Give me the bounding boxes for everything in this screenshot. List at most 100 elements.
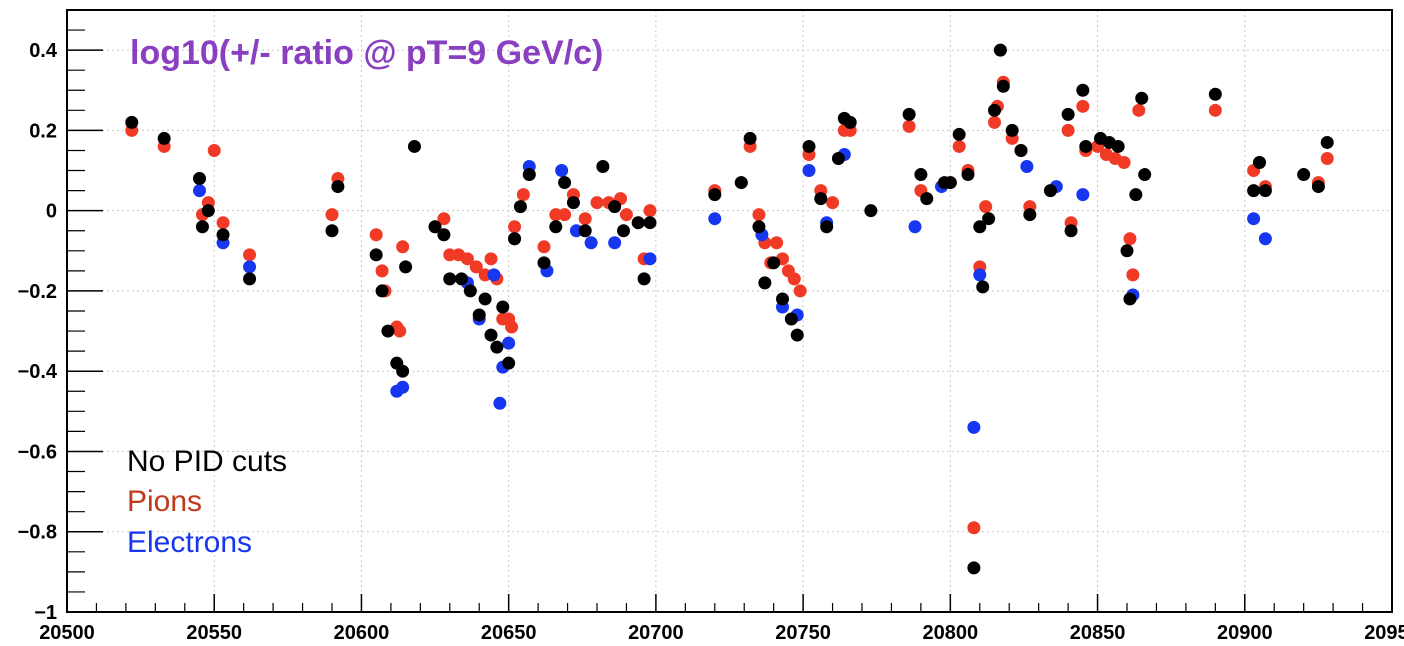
x-tick-label: 20600 — [334, 622, 390, 644]
data-point — [743, 131, 757, 145]
data-point — [734, 176, 748, 190]
data-point — [522, 168, 536, 182]
data-point — [381, 324, 395, 338]
legend-item-pions: Pions — [127, 485, 202, 518]
axis-ticks — [66, 9, 1393, 613]
data-point — [578, 224, 592, 238]
data-point — [814, 192, 828, 206]
data-point — [831, 151, 845, 165]
data-point — [455, 272, 469, 286]
data-point — [988, 103, 1001, 117]
data-point — [608, 200, 622, 214]
data-point — [1014, 143, 1028, 157]
data-point — [472, 308, 486, 322]
data-point — [914, 168, 928, 182]
y-tick-label: −0.6 — [18, 441, 57, 463]
x-tick-label: 20800 — [923, 622, 979, 644]
data-point — [505, 320, 519, 334]
data-point — [608, 236, 622, 250]
data-point — [513, 200, 527, 214]
data-point — [952, 139, 966, 153]
data-point — [767, 256, 781, 270]
data-point — [967, 561, 981, 575]
data-point — [243, 248, 257, 262]
data-point — [820, 220, 834, 234]
data-point — [1076, 99, 1090, 113]
data-point — [502, 336, 516, 350]
x-tick-label: 20550 — [186, 622, 242, 644]
data-point — [1132, 103, 1146, 117]
data-point — [393, 324, 407, 338]
data-point — [195, 220, 209, 234]
data-point — [437, 212, 451, 226]
tick-labels: 20500 20550 20600 20650 20700 20750 20800 20850… — [18, 40, 1404, 644]
series-no-pid-cuts — [125, 43, 1334, 575]
data-point — [1135, 91, 1149, 105]
data-point — [375, 264, 389, 278]
data-point — [549, 220, 563, 234]
data-point — [1061, 107, 1075, 121]
data-point — [993, 43, 1007, 57]
data-point — [708, 188, 722, 202]
y-tick-label: −1 — [34, 602, 57, 624]
data-point — [787, 272, 801, 286]
data-point — [637, 272, 651, 286]
data-point — [437, 228, 451, 242]
data-point — [631, 216, 645, 230]
data-point — [443, 272, 457, 286]
data-point — [802, 139, 816, 153]
y-tick-label: −0.2 — [18, 281, 57, 303]
legend-item-no-pid: No PID cuts — [127, 445, 287, 478]
data-point — [537, 240, 551, 254]
data-point — [1064, 224, 1078, 238]
data-point — [826, 196, 840, 210]
chart-title: log10(+/- ratio @ pT=9 GeV/c) — [130, 34, 603, 72]
data-point — [216, 228, 230, 242]
data-point — [1311, 180, 1325, 194]
data-point — [1005, 123, 1019, 137]
data-point — [902, 119, 916, 133]
data-point — [979, 200, 993, 214]
data-point — [1043, 184, 1057, 198]
data-point — [201, 204, 215, 218]
data-points — [125, 43, 1334, 575]
data-point — [1258, 232, 1272, 246]
data-point — [1079, 139, 1093, 153]
data-point — [496, 300, 510, 314]
data-point — [460, 252, 474, 266]
data-point — [396, 240, 410, 254]
data-point — [770, 236, 784, 250]
data-point — [1076, 83, 1090, 97]
data-point — [1208, 87, 1222, 101]
data-point — [1111, 139, 1125, 153]
data-point — [952, 127, 966, 141]
data-point — [617, 224, 630, 238]
data-point — [758, 276, 772, 290]
data-point — [325, 208, 339, 222]
data-point — [490, 340, 504, 354]
data-point — [369, 228, 383, 242]
data-point — [1020, 160, 1034, 174]
data-point — [1023, 208, 1037, 222]
data-point — [1247, 184, 1261, 198]
data-point — [1258, 184, 1272, 198]
x-tick-label: 20700 — [628, 622, 684, 644]
data-point — [976, 280, 990, 294]
data-point — [1208, 103, 1222, 117]
data-point — [843, 115, 857, 129]
data-point — [428, 220, 442, 234]
data-point — [566, 196, 580, 210]
data-point — [558, 176, 572, 190]
data-point — [1126, 268, 1140, 282]
data-point — [776, 292, 789, 306]
data-point — [399, 260, 413, 274]
data-point — [555, 164, 569, 178]
data-point — [1297, 168, 1311, 182]
data-point — [584, 236, 598, 250]
data-point — [516, 188, 530, 202]
data-point — [157, 131, 171, 145]
data-point — [125, 115, 139, 129]
data-point — [487, 268, 501, 282]
